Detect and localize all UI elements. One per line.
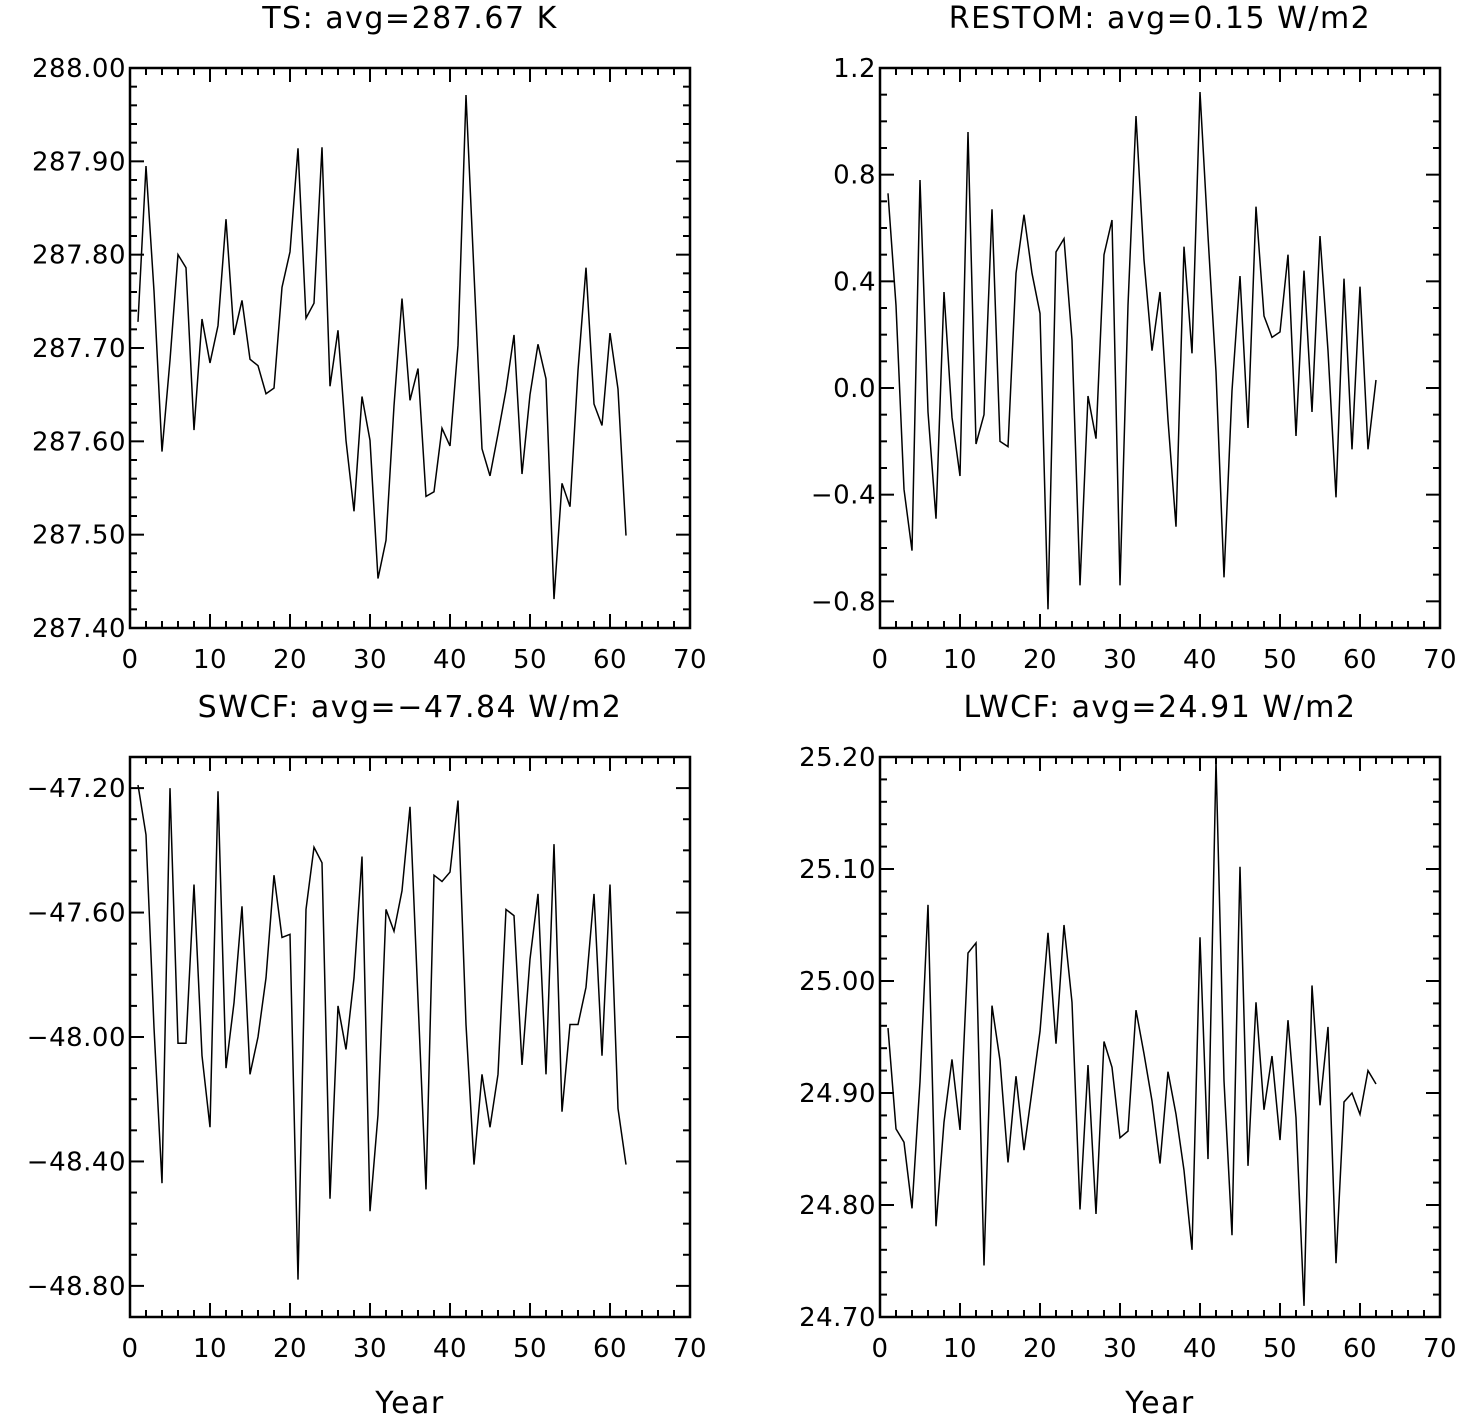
y-tick-label: 0.0 <box>833 374 876 404</box>
x-tick-label: 30 <box>1103 645 1137 675</box>
y-tick-label: 25.00 <box>799 967 876 997</box>
y-tick-label: 25.20 <box>799 743 876 773</box>
y-tick-label: 25.10 <box>799 855 876 885</box>
x-tick-label: 0 <box>871 645 888 675</box>
plot-frame <box>878 755 1442 1319</box>
panel-1: RESTOM: avg=0.15 W/m2 −0.8 −0.4 0.0 0.4 0.8 1.… <box>811 1 1457 675</box>
x-tick-label: 70 <box>1423 645 1457 675</box>
series-line <box>887 760 1377 1306</box>
y-tick-label: −48.80 <box>27 1272 126 1302</box>
y-tick-label: 287.80 <box>32 241 126 271</box>
panel-title: LWCF: avg=24.91 W/m2 <box>964 690 1357 725</box>
panel-0: TS: avg=287.67 K 287.40 287.50 287.60 287.70… <box>32 1 707 675</box>
plot-frame <box>128 755 692 1319</box>
x-tick-label: 0 <box>121 1334 138 1364</box>
panel-3: LWCF: avg=24.91 W/m2 24.70 24.80 24.90 25.00… <box>799 690 1457 1416</box>
x-tick-label: 50 <box>1263 645 1297 675</box>
x-tick-label: 40 <box>1183 645 1217 675</box>
y-tick-label: −0.4 <box>811 481 876 511</box>
x-tick-label: 20 <box>273 645 307 675</box>
x-tick-label: 70 <box>1423 1334 1457 1364</box>
x-axis-label: Year <box>1124 1386 1195 1416</box>
x-tick-label: 10 <box>193 1334 227 1364</box>
x-tick-label: 10 <box>943 1334 977 1364</box>
x-tick-label: 20 <box>273 1334 307 1364</box>
y-tick-label: −48.40 <box>27 1147 126 1177</box>
y-tick-label: −48.00 <box>27 1023 126 1053</box>
y-tick-label: 1.2 <box>833 54 876 84</box>
x-tick-label: 50 <box>1263 1334 1297 1364</box>
panel-title: RESTOM: avg=0.15 W/m2 <box>949 1 1372 36</box>
plot-frame <box>128 66 692 630</box>
x-tick-label: 20 <box>1023 1334 1057 1364</box>
x-axis-label: Year <box>374 1386 445 1416</box>
x-tick-label: 70 <box>673 645 707 675</box>
panel-title: TS: avg=287.67 K <box>261 1 558 36</box>
y-tick-label: 287.90 <box>32 147 126 177</box>
x-tick-label: 10 <box>193 645 227 675</box>
plot-frame <box>878 66 1442 630</box>
y-tick-label: 0.8 <box>833 161 876 191</box>
y-tick-label: −47.20 <box>27 774 126 804</box>
x-tick-label: 0 <box>871 1334 888 1364</box>
x-tick-label: 50 <box>513 1334 547 1364</box>
y-tick-label: 288.00 <box>32 54 126 84</box>
series-line <box>137 784 627 1280</box>
x-tick-label: 40 <box>1183 1334 1217 1364</box>
y-tick-label: 24.70 <box>799 1303 876 1333</box>
x-tick-label: 70 <box>673 1334 707 1364</box>
x-tick-label: 40 <box>433 645 467 675</box>
x-tick-label: 60 <box>593 645 627 675</box>
y-tick-label: 0.4 <box>833 267 876 297</box>
series-line <box>137 95 627 600</box>
x-tick-label: 60 <box>1343 1334 1377 1364</box>
x-tick-label: 0 <box>121 645 138 675</box>
x-tick-label: 40 <box>433 1334 467 1364</box>
x-tick-label: 30 <box>353 645 387 675</box>
x-tick-label: 50 <box>513 645 547 675</box>
y-tick-label: 287.70 <box>32 334 126 364</box>
y-tick-label: −47.60 <box>27 899 126 929</box>
y-tick-label: 24.90 <box>799 1079 876 1109</box>
series-line <box>887 91 1377 610</box>
y-tick-label: 287.60 <box>32 427 126 457</box>
panel-2: SWCF: avg=−47.84 W/m2 −48.80 −48.40 −48.00 −… <box>27 690 707 1416</box>
y-tick-label: 287.50 <box>32 521 126 551</box>
x-tick-label: 60 <box>593 1334 627 1364</box>
x-tick-label: 20 <box>1023 645 1057 675</box>
x-tick-label: 60 <box>1343 645 1377 675</box>
y-tick-label: −0.8 <box>811 587 876 617</box>
y-tick-label: 287.40 <box>32 614 126 644</box>
x-tick-label: 30 <box>1103 1334 1137 1364</box>
panel-title: SWCF: avg=−47.84 W/m2 <box>198 690 623 725</box>
x-tick-label: 10 <box>943 645 977 675</box>
x-tick-label: 30 <box>353 1334 387 1364</box>
y-tick-label: 24.80 <box>799 1191 876 1221</box>
